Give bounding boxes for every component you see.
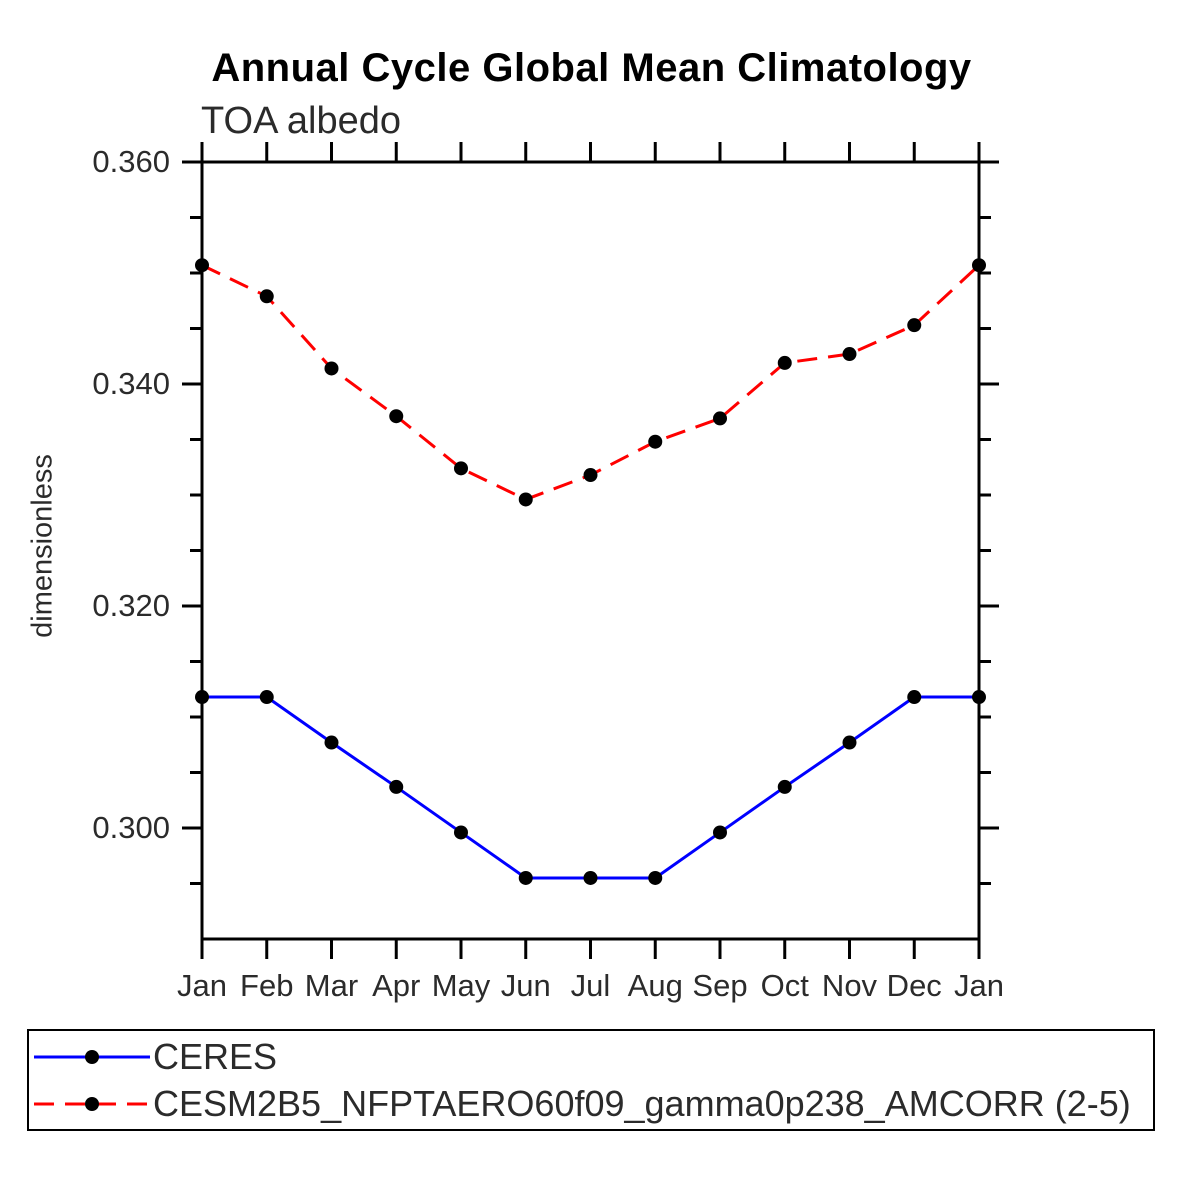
cesm2b5-line-sample: [34, 1096, 150, 1111]
legend-label-ceres: CERES: [153, 1035, 278, 1077]
chart-subtitle: TOA albedo: [201, 100, 402, 142]
legend-item-cesm2b5: CESM2B5_NFPTAERO60f09_gamma0p238_AMCORR …: [34, 1080, 1153, 1127]
ceres-line-sample: [34, 1049, 150, 1064]
legend-label-cesm2b5: CESM2B5_NFPTAERO60f09_gamma0p238_AMCORR …: [153, 1082, 1131, 1124]
ceres-marker-icon: [85, 1049, 99, 1064]
legend-item-ceres: CERES: [34, 1033, 1153, 1080]
cesm2b5-marker-icon: [85, 1096, 99, 1111]
plot-area: [182, 142, 999, 959]
legend: CERES CESM2B5_NFPTAERO60f09_gamma0p238_A…: [27, 1029, 1155, 1131]
chart-title: Annual Cycle Global Mean Climatology: [211, 46, 972, 90]
